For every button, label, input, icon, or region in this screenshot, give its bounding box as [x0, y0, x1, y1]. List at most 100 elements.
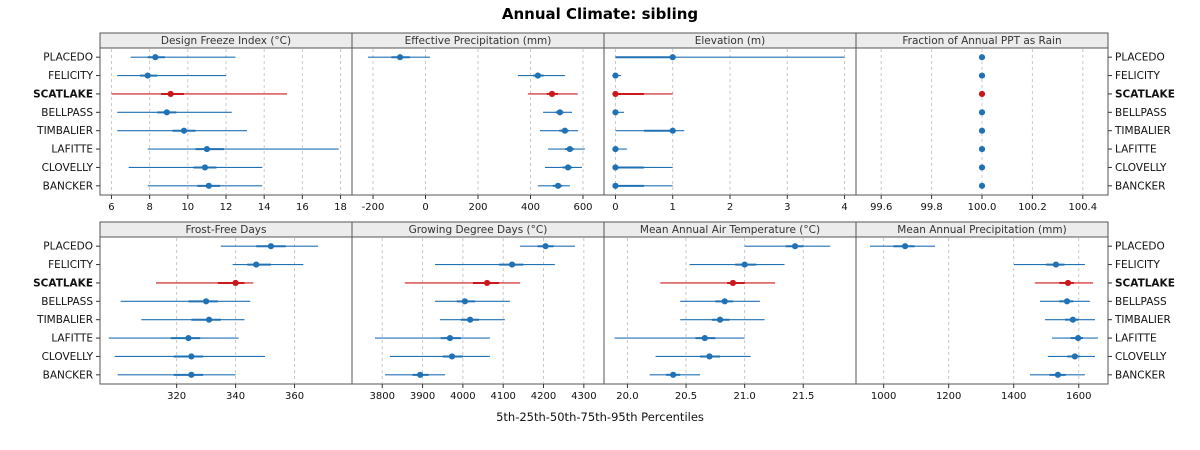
median-dot: [1052, 261, 1060, 268]
series-bellpass: [117, 109, 232, 116]
site-label-right-timbalier: TIMBALIER: [1114, 125, 1171, 137]
x-tick-label: 1200: [936, 391, 961, 402]
median-dot: [205, 316, 213, 323]
median-dot: [163, 109, 170, 116]
median-dot: [978, 90, 986, 98]
series-timbalier: [1044, 316, 1095, 323]
median-dot: [564, 164, 572, 171]
site-label-right-bellpass: BELLPASS: [1115, 296, 1167, 308]
panel-title: Frost-Free Days: [186, 224, 267, 236]
x-tick-label: 320: [167, 391, 186, 402]
series-felicity: [435, 261, 555, 268]
x-tick-label: 600: [573, 202, 592, 213]
series-timbalier: [539, 127, 579, 134]
median-dot: [566, 145, 573, 153]
x-tick-label: 100.4: [1068, 202, 1097, 213]
x-tick-label: 21.5: [792, 391, 814, 402]
series-scatlake: [978, 90, 986, 98]
median-dot: [612, 145, 619, 153]
series-placedo: [869, 243, 936, 250]
median-dot: [978, 164, 986, 171]
median-dot: [791, 243, 799, 250]
series-clovelly: [389, 353, 490, 360]
median-dot: [542, 243, 549, 250]
series-clovelly: [612, 164, 673, 171]
median-dot: [706, 353, 713, 360]
x-tick-label: 3900: [410, 391, 435, 402]
median-dot: [203, 145, 211, 153]
site-label-right-felicity: FELICITY: [1115, 70, 1160, 82]
site-label-left-scatlake: SCATLAKE: [33, 88, 93, 100]
panel-fraction-of-annual-ppt-as-rain: Fraction of Annual PPT as Rain 99.6 99.8 10…: [855, 32, 1109, 213]
x-tick-label: 99.8: [920, 202, 942, 213]
panel-title: Elevation (m): [695, 35, 766, 47]
series-timbalier: [439, 316, 505, 323]
x-tick-label: 10: [181, 202, 194, 213]
series-clovelly: [978, 164, 986, 171]
series-bancker: [978, 182, 986, 189]
median-dot: [232, 279, 239, 287]
median-dot: [721, 298, 728, 305]
x-tick-label: 99.6: [870, 202, 892, 213]
median-dot: [446, 334, 454, 342]
site-label-left-placedo: PLACEDO: [43, 241, 93, 253]
x-tick-label: 360: [285, 391, 304, 402]
median-dot: [554, 182, 562, 189]
median-dot: [467, 316, 474, 323]
median-dot: [612, 182, 619, 189]
x-tick-label: 1400: [1001, 391, 1026, 402]
median-dot: [253, 261, 260, 268]
panel-elevation-m: Elevation (m) 0 1 2 3 4: [603, 32, 857, 213]
series-clovelly: [128, 164, 263, 171]
series-clovelly: [114, 353, 266, 360]
series-placedo: [220, 243, 319, 250]
x-tick-label: 200: [468, 202, 487, 213]
x-tick-label: 4200: [531, 391, 556, 402]
series-bancker: [117, 371, 236, 378]
series-clovelly: [544, 164, 582, 171]
site-label-right-lafitte: LAFITTE: [1115, 144, 1157, 156]
x-tick-label: 0: [612, 202, 618, 213]
series-lafitte: [612, 145, 627, 153]
site-label-left-clovelly: CLOVELLY: [42, 351, 94, 363]
panel-frost-free-days: Frost-Free Days 320 340 360: [99, 221, 353, 402]
x-tick-label: 4300: [571, 391, 596, 402]
panel-growing-degree-days-c: Growing Degree Days (°C) 3800 3900 4000 4100…: [351, 221, 605, 402]
x-tick-label: 1600: [1066, 391, 1091, 402]
site-label-right-felicity: FELICITY: [1115, 259, 1160, 271]
series-bellpass: [680, 298, 760, 305]
x-tick-label: 21.0: [734, 391, 756, 402]
median-dot: [612, 72, 619, 79]
series-clovelly: [655, 353, 751, 360]
panel-title: Mean Annual Air Temperature (°C): [640, 224, 820, 236]
median-dot: [534, 72, 541, 79]
series-bellpass: [978, 109, 986, 116]
median-dot: [417, 371, 424, 378]
median-dot: [185, 334, 192, 342]
median-dot: [461, 298, 468, 305]
chart-title: Annual Climate: sibling: [501, 5, 699, 23]
series-placedo: [978, 54, 986, 61]
series-bancker: [649, 371, 701, 378]
panel-area: [855, 236, 1109, 385]
site-label-left-bancker: BANCKER: [43, 180, 93, 192]
median-dot: [701, 334, 708, 342]
series-timbalier: [978, 127, 986, 134]
panel-mean-annual-precipitation-mm: Mean Annual Precipitation (mm) 1000 1200 14…: [855, 221, 1109, 402]
x-tick-label: 14: [258, 202, 271, 213]
series-timbalier: [141, 316, 245, 323]
x-tick-label: 6: [108, 202, 114, 213]
median-dot: [561, 127, 568, 134]
series-felicity: [978, 72, 986, 79]
series-bellpass: [435, 298, 511, 305]
site-label-left-clovelly: CLOVELLY: [42, 162, 94, 174]
x-tick-label: 8: [146, 202, 152, 213]
panel-title: Fraction of Annual PPT as Rain: [902, 35, 1061, 47]
x-tick-label: 16: [296, 202, 309, 213]
x-tick-label: 100.2: [1018, 202, 1047, 213]
median-dot: [188, 353, 195, 360]
series-scatlake: [156, 279, 254, 287]
panel-title: Growing Degree Days (°C): [409, 224, 548, 236]
site-label-right-placedo: PLACEDO: [1115, 241, 1165, 253]
